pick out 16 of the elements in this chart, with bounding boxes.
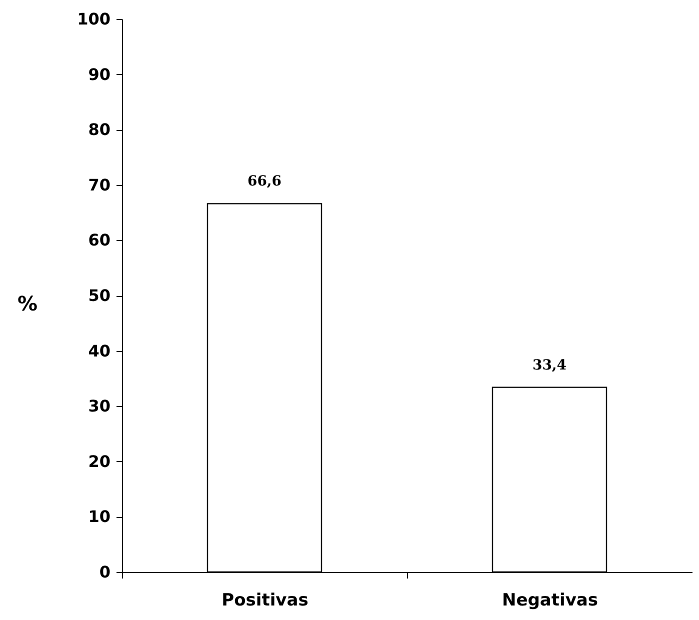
y-tick-label: 70 [88, 175, 110, 194]
data-label: 66,6 [247, 174, 282, 190]
x-tick-label: Positivas [222, 590, 308, 610]
y-tick-label: 100 [77, 10, 110, 28]
y-tick-label: 40 [88, 341, 110, 360]
y-tick-label: 0 [99, 562, 110, 582]
y-tick-label: 90 [88, 64, 110, 84]
x-tick-label: Negativas [502, 590, 598, 610]
y-tick-label: 50 [88, 286, 110, 305]
y-tick-label: 60 [88, 230, 110, 250]
y-tick-label: 10 [88, 507, 110, 526]
y-axis-title: % [17, 292, 38, 316]
y-tick-label: 20 [88, 452, 110, 471]
y-tick-label: 80 [88, 120, 110, 140]
y-tick-label: 30 [88, 396, 110, 416]
data-label: 33,4 [532, 357, 567, 374]
